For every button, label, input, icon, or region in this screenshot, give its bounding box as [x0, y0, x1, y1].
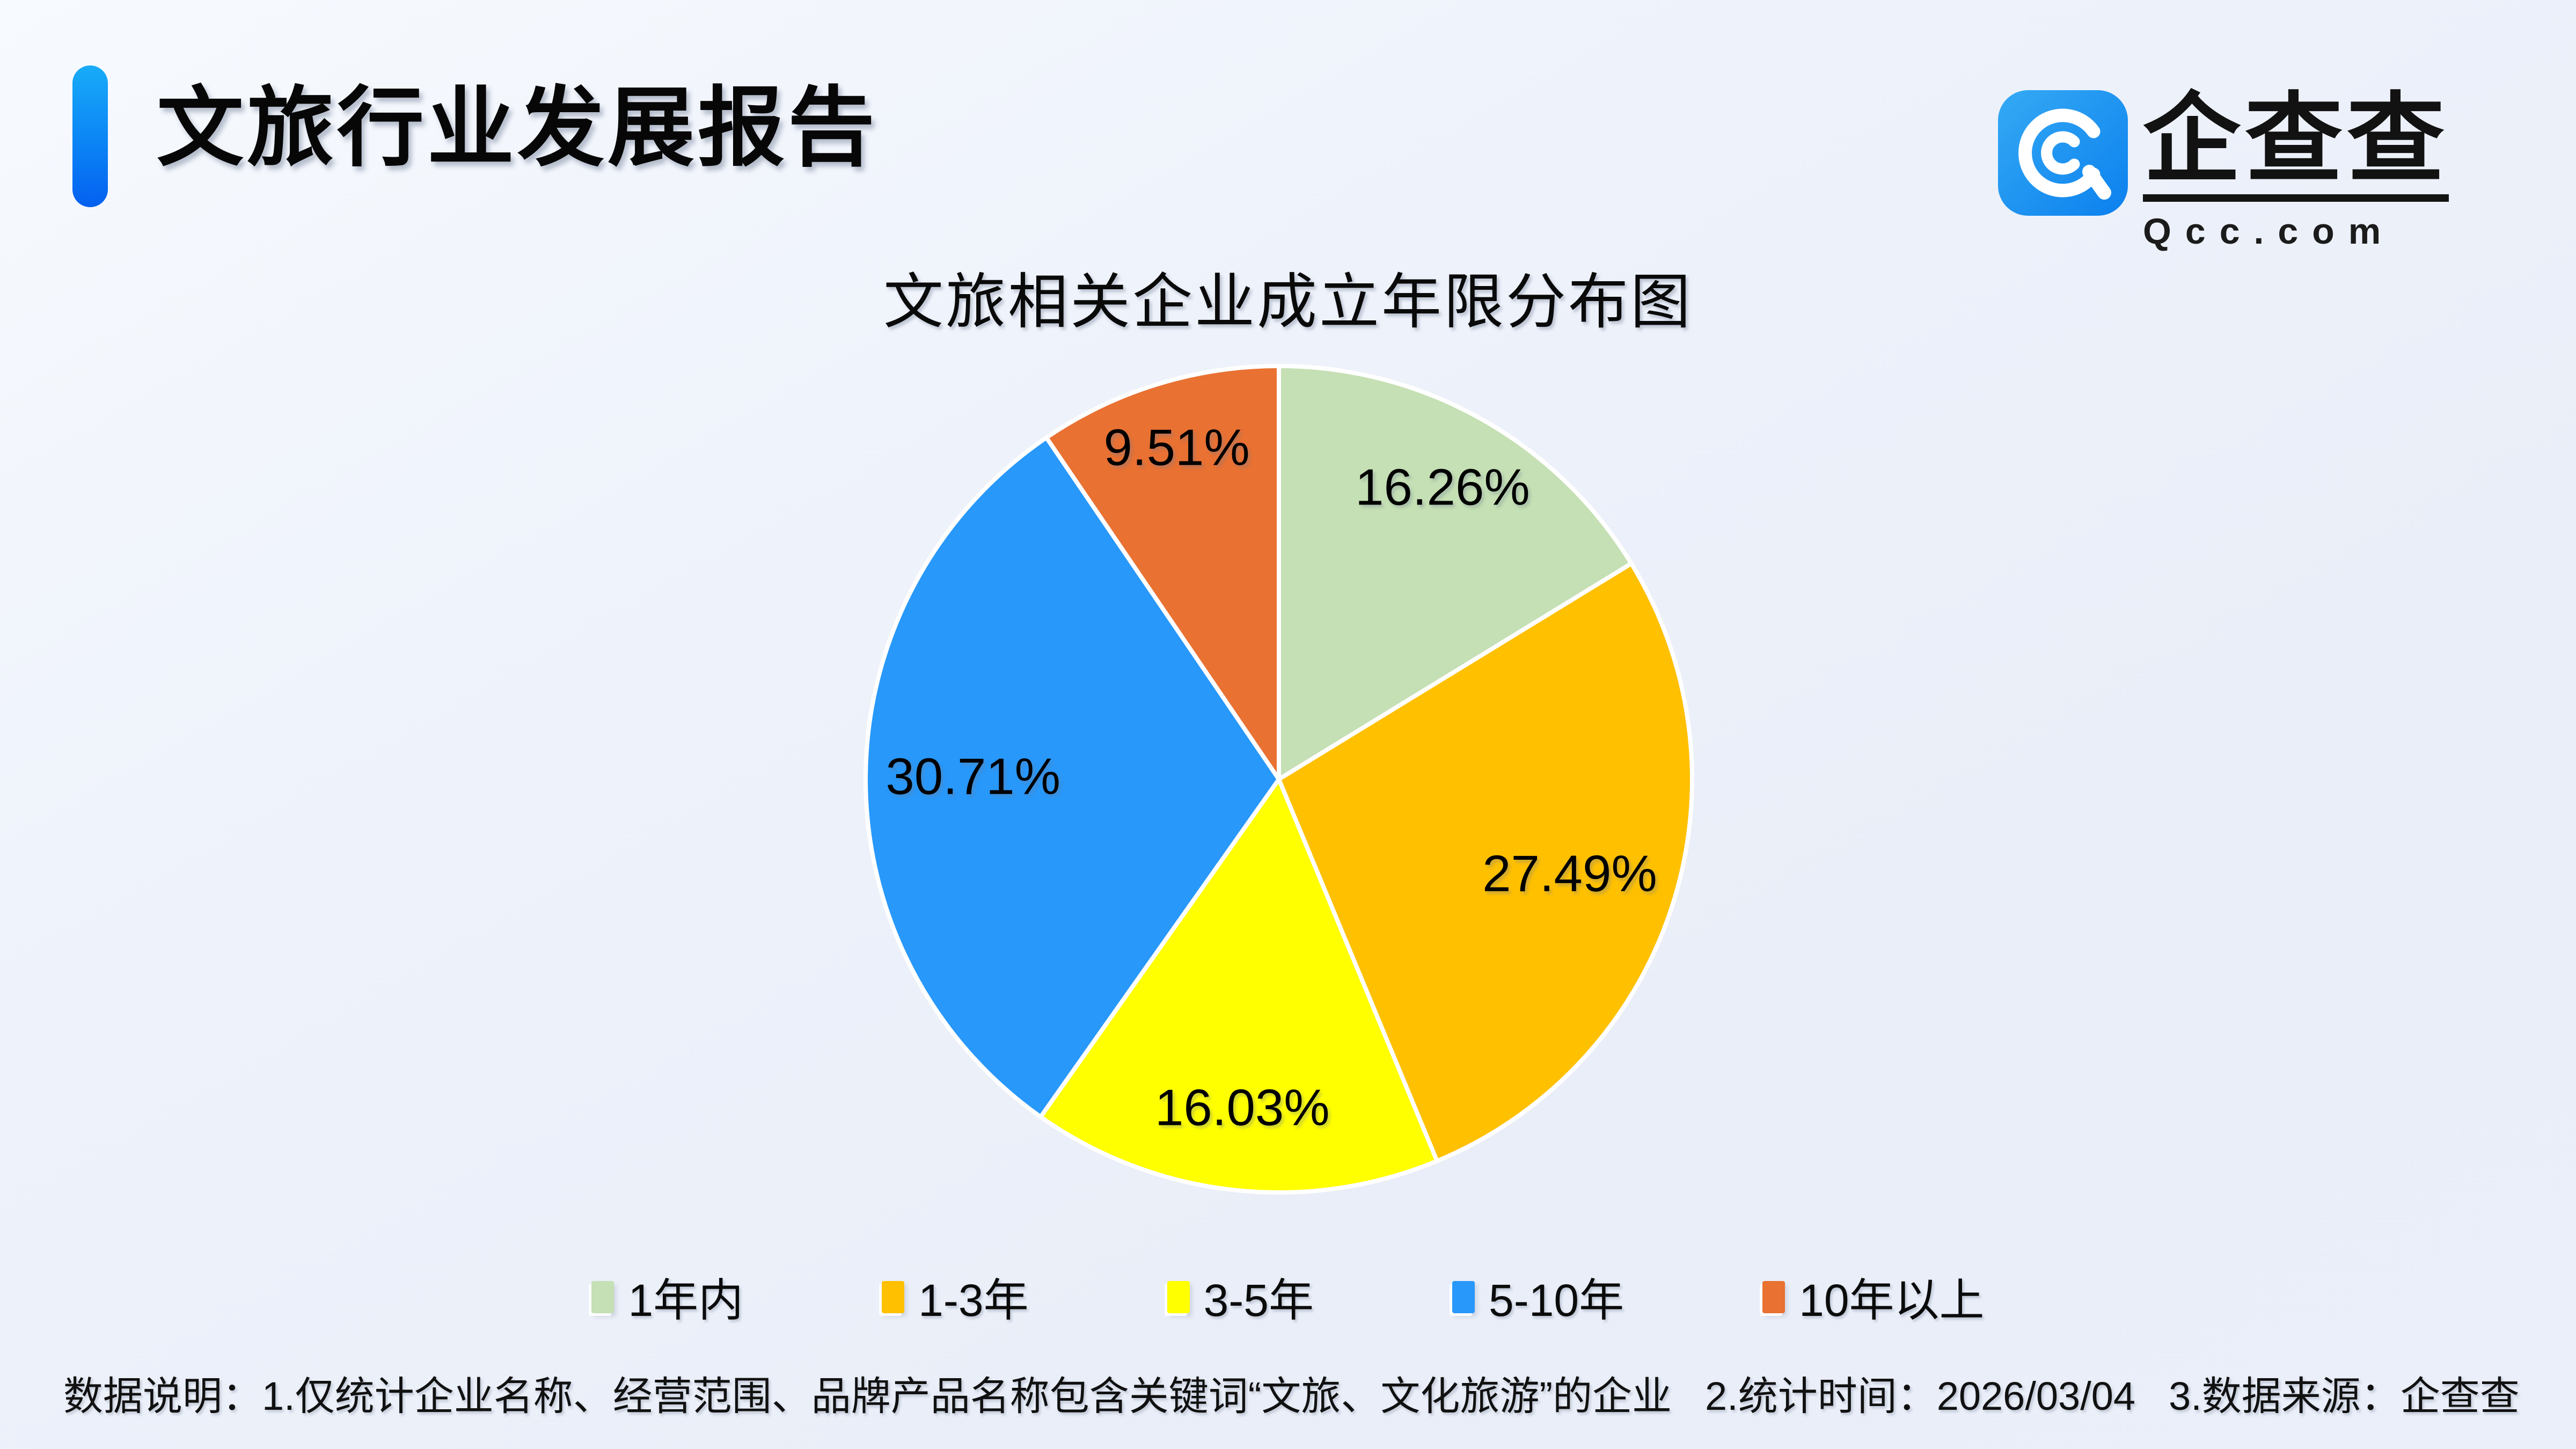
pie-value-label-1-3年: 27.49% — [1482, 845, 1657, 903]
pie-slice-1-3年 — [1277, 561, 1694, 1163]
pie-value-label-5-10年: 30.71% — [885, 748, 1060, 806]
legend-swatch-icon — [1762, 1280, 1785, 1313]
qcc-logo-domain: Qcc.com — [2143, 211, 2395, 252]
title-accent-bar — [72, 65, 108, 207]
legend-item: 1-3年 — [882, 1264, 1029, 1329]
pie-slice-5-10年 — [863, 435, 1281, 1119]
page-title: 文旅行业发展报告 — [157, 79, 878, 177]
legend-swatch-icon — [591, 1280, 614, 1313]
pie-slice-3-5年 — [1038, 777, 1439, 1195]
pie-value-label-1年内: 16.26% — [1355, 458, 1530, 516]
qcc-logo-text-block: 企查查 Qcc.com — [2143, 90, 2449, 252]
data-note: 2.统计时间：2026/03/04 — [1705, 1374, 2136, 1418]
legend-swatch-icon — [882, 1280, 905, 1313]
data-notes: 数据说明： 1.仅统计企业名称、经营范围、品牌产品名称包含关键词“文旅、文化旅游… — [63, 1364, 2520, 1422]
legend-item: 1年内 — [591, 1264, 743, 1329]
pie-value-label-10年以上: 9.51% — [1103, 419, 1249, 476]
qcc-spiral-q-icon — [1998, 90, 2128, 216]
data-note: 3.数据来源：企查查 — [2169, 1374, 2520, 1418]
qcc-logo: 企查查 Qcc.com — [1998, 90, 2449, 252]
legend-label: 1-3年 — [918, 1275, 1029, 1326]
legend-item: 3-5年 — [1167, 1264, 1314, 1329]
data-notes-label: 数据说明： — [63, 1374, 262, 1418]
pie-slice-10年以上 — [1044, 364, 1281, 781]
legend-item: 10年以上 — [1762, 1264, 1985, 1329]
chart-title: 文旅相关企业成立年限分布图 — [883, 268, 1693, 335]
legend-item: 5-10年 — [1452, 1264, 1624, 1329]
chart-legend: 1年内 1-3年 3-5年 5-10年 10年以上 — [0, 1264, 2576, 1329]
legend-swatch-icon — [1452, 1280, 1475, 1313]
legend-label: 3-5年 — [1203, 1275, 1314, 1326]
pie-chart: 16.26% 27.49% 16.03% 30.71% 9.51% — [863, 364, 1694, 1195]
pie-value-label-3-5年: 16.03% — [1155, 1079, 1330, 1137]
legend-swatch-icon — [1167, 1280, 1190, 1313]
pie-slice-1年内 — [1277, 364, 1634, 781]
data-note: 1.仅统计企业名称、经营范围、品牌产品名称包含关键词“文旅、文化旅游”的企业 — [262, 1374, 1672, 1418]
legend-label: 10年以上 — [1799, 1275, 1985, 1326]
legend-label: 5-10年 — [1489, 1275, 1624, 1326]
qcc-logo-name: 企查查 — [2143, 90, 2449, 202]
legend-label: 1年内 — [628, 1275, 744, 1326]
